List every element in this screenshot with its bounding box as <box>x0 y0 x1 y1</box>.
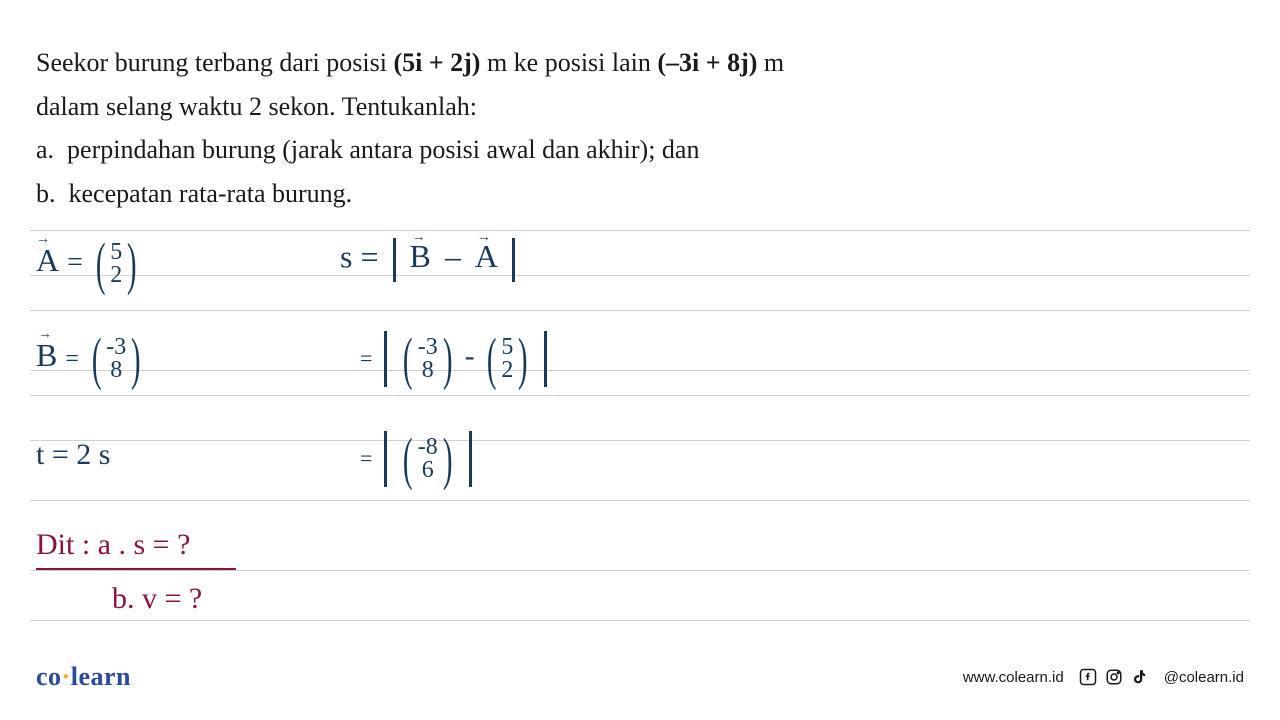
problem-item-b: b. kecepatan rata-rata burung. <box>36 173 1240 215</box>
vector-arrow-icon: → <box>412 230 426 246</box>
dit-label: Dit : <box>36 528 90 561</box>
hw-dit-b: b. v = ? <box>112 582 202 616</box>
facebook-icon <box>1078 667 1098 687</box>
s-minus: – <box>445 238 461 274</box>
A-top: 5 <box>110 241 122 264</box>
A-bot: 2 <box>110 264 122 287</box>
abs-bar-icon <box>512 238 515 282</box>
rule-line <box>30 370 1250 371</box>
abs-bar-icon <box>384 331 387 387</box>
v2-bot: 2 <box>501 359 513 382</box>
dit-a: a . s = ? <box>98 528 191 561</box>
abs-bar-icon <box>393 238 396 282</box>
item-text: kecepatan rata-rata burung. <box>69 179 353 208</box>
rule-line <box>30 440 1250 441</box>
footer: co·learn www.colearn.id @colearn.id <box>36 662 1244 692</box>
rule-line <box>30 570 1250 571</box>
underline-icon <box>36 568 236 570</box>
hw-time: t = 2 s <box>36 438 110 472</box>
text-segment: m ke posisi lain <box>480 48 657 77</box>
item-label: b. <box>36 179 56 208</box>
footer-right: www.colearn.id @colearn.id <box>963 667 1244 687</box>
footer-handle: @colearn.id <box>1164 669 1244 686</box>
abs-bar-icon <box>544 331 547 387</box>
problem-item-a: a. perpindahan burung (jarak antara posi… <box>36 129 1240 171</box>
vector-2: (–3i + 8j) <box>657 48 757 77</box>
abs-bar-icon <box>384 431 387 487</box>
tiktok-icon <box>1130 667 1150 687</box>
text-segment: m <box>757 48 784 77</box>
footer-url: www.colearn.id <box>963 669 1064 686</box>
text-segment: Seekor burung terbang dari posisi <box>36 48 393 77</box>
vector-arrow-icon: → <box>477 230 491 246</box>
social-icons <box>1078 667 1150 687</box>
eq-sign: = <box>360 445 372 470</box>
hw-vector-A: → A = (52) <box>36 230 142 297</box>
item-text: perpindahan burung (jarak antara posisi … <box>67 135 699 164</box>
rule-line <box>30 395 1250 396</box>
item-label: a. <box>36 135 54 164</box>
rule-line <box>30 620 1250 621</box>
v3-bot: 6 <box>418 459 438 482</box>
vector-arrow-icon: → <box>38 327 52 343</box>
rule-line <box>30 275 1250 276</box>
logo: co·learn <box>36 662 131 692</box>
v1-top: -3 <box>418 336 438 359</box>
minus-sign: - <box>465 339 475 372</box>
hw-step-2: = (-38) - (52) <box>360 325 551 392</box>
instagram-icon <box>1104 667 1124 687</box>
vector-1: (5i + 2j) <box>393 48 480 77</box>
hw-step-3: = (-86) <box>360 425 476 492</box>
B-bot: 8 <box>106 359 126 382</box>
problem-line-1: Seekor burung terbang dari posisi (5i + … <box>36 42 1240 84</box>
v1-bot: 8 <box>418 359 438 382</box>
hw-s-equation: s = → B – → A <box>340 238 521 282</box>
s-lhs: s = <box>340 238 379 274</box>
logo-co: co <box>36 662 62 691</box>
v3-top: -8 <box>418 436 438 459</box>
problem-statement: Seekor burung terbang dari posisi (5i + … <box>36 42 1240 216</box>
logo-dot-icon: · <box>62 662 71 691</box>
B-top: -3 <box>106 336 126 359</box>
rule-line <box>30 310 1250 311</box>
problem-line-2: dalam selang waktu 2 sekon. Tentukanlah: <box>36 86 1240 128</box>
eq-sign: = <box>360 345 372 370</box>
logo-learn: learn <box>71 662 131 691</box>
hw-vector-B: → B = (-38) <box>36 325 146 392</box>
abs-bar-icon <box>469 431 472 487</box>
rule-line <box>30 500 1250 501</box>
hw-dit: Dit : a . s = ? <box>36 528 190 562</box>
rule-line <box>30 230 1250 231</box>
v2-top: 5 <box>501 336 513 359</box>
vector-arrow-icon: → <box>36 232 50 248</box>
